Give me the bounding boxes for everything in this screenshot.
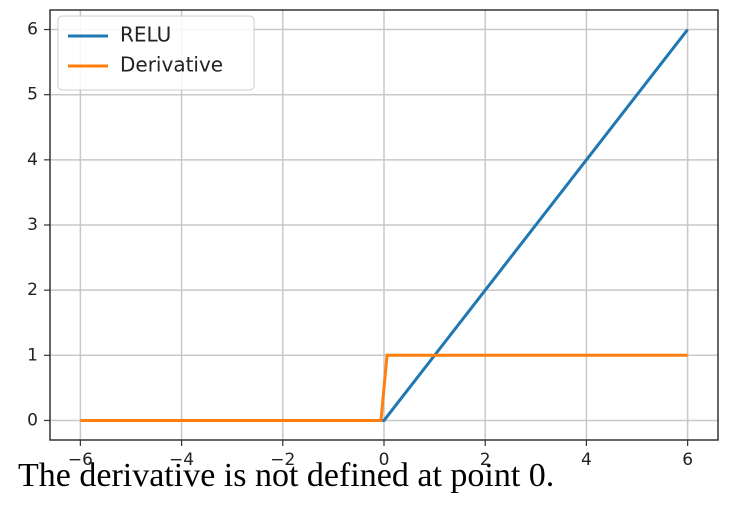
caption: The derivative is not defined at point 0…	[18, 457, 554, 494]
y-tick-label: 0	[27, 410, 38, 430]
x-tick-label: −6	[68, 450, 93, 470]
legend-label: RELU	[120, 23, 171, 47]
legend-label: Derivative	[120, 53, 223, 77]
plot-frame	[49, 9, 719, 441]
x-tick-label: −4	[169, 450, 194, 470]
y-tick-label: 6	[27, 20, 38, 40]
x-tick-label: 2	[480, 450, 491, 470]
y-tick-label: 5	[27, 85, 38, 105]
x-tick-label: 6	[682, 450, 693, 470]
y-tick-label: 1	[27, 345, 38, 365]
y-tick-label: 3	[27, 215, 38, 235]
x-tick-label: 0	[379, 450, 390, 470]
y-tick-label: 4	[27, 150, 38, 170]
line	[80, 353, 688, 422]
x-tick-label: 4	[581, 450, 592, 470]
x-tick-label: −2	[270, 450, 295, 470]
y-tick-label: 2	[27, 280, 38, 300]
